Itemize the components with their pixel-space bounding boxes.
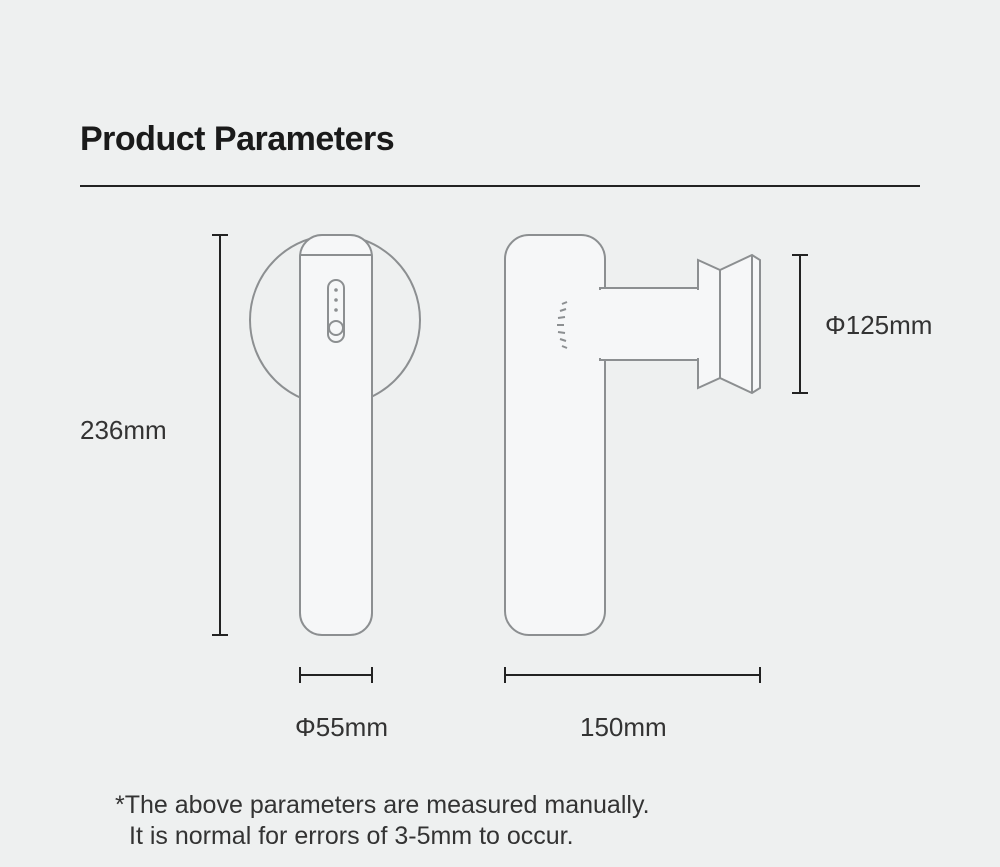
side-cup [720,255,760,393]
front-body [300,235,372,635]
footnote-line1: *The above parameters are measured manua… [115,790,650,821]
diagram-area: 236mm Φ55mm 150mm Φ125mm [0,220,1000,740]
side-body [505,235,605,635]
dim-height-label: 236mm [80,415,167,446]
dim-width-line [505,667,760,683]
dim-head-dia-label: Φ125mm [825,310,932,341]
side-arm [600,288,698,360]
footnote: *The above parameters are measured manua… [115,790,650,853]
indicator-dot [334,298,338,302]
diagram-svg [0,220,1000,740]
joint-mask-2 [694,290,702,358]
title-divider [80,185,920,187]
dim-handle-dia-label: Φ55mm [295,712,388,743]
footnote-line2: It is normal for errors of 3-5mm to occu… [129,821,650,852]
indicator-dot [334,308,338,312]
dim-width-label: 150mm [580,712,667,743]
joint-mask [597,290,605,358]
indicator-dot [334,288,338,292]
dim-handle-dia-line [300,667,372,683]
dim-height-line [212,235,228,635]
page-title: Product Parameters [80,120,394,159]
dim-head-dia-line [792,255,808,393]
